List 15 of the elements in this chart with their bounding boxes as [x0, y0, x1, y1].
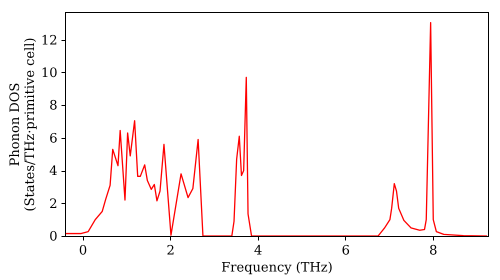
x-tick-label: 8 — [429, 244, 438, 258]
y-tick-label: 2 — [49, 196, 58, 212]
y-tick-label: 6 — [49, 131, 58, 146]
y-axis-title: Phonon DOS (States/THz·primitive cell) — [8, 37, 38, 212]
x-tick-label: 0 — [78, 244, 88, 258]
y-tick-label: 12 — [40, 33, 58, 48]
y-tick-label: 0 — [49, 230, 58, 244]
y-tick-label: 4 — [49, 164, 58, 180]
x-axis-title: Frequency (THz) — [221, 260, 333, 276]
x-tick-label: 6 — [342, 244, 350, 258]
line-series — [65, 22, 488, 236]
x-tick-label: 2 — [166, 244, 175, 258]
x-tick-label: 4 — [254, 244, 262, 258]
y-tick-label: 8 — [49, 98, 58, 114]
y-tick-label: 10 — [40, 66, 58, 81]
